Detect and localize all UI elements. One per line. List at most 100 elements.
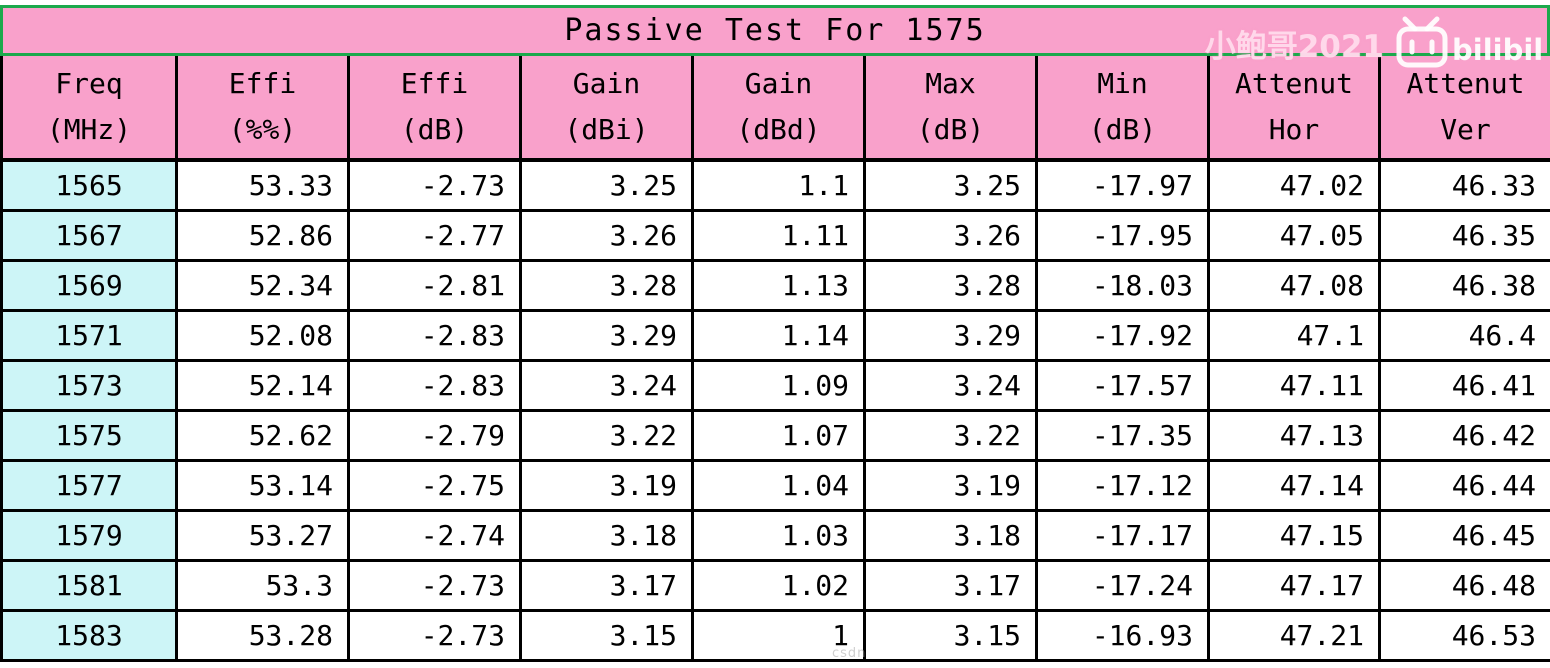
value-cell: 46.44 bbox=[1378, 458, 1550, 512]
value-cell: 3.22 bbox=[863, 408, 1038, 462]
column-header-name: Freq bbox=[55, 67, 123, 100]
value-cell: -2.79 bbox=[347, 408, 522, 462]
value-cell: -17.17 bbox=[1035, 508, 1210, 562]
value-cell: 3.19 bbox=[863, 458, 1038, 512]
value-cell: 3.24 bbox=[519, 358, 694, 412]
value-cell: -2.73 bbox=[347, 158, 522, 212]
value-cell: 46.41 bbox=[1378, 358, 1550, 412]
value-cell: 53.14 bbox=[175, 458, 350, 512]
column-header: Effi (%%) bbox=[175, 56, 350, 162]
value-cell: 3.28 bbox=[519, 258, 694, 312]
value-cell: -2.77 bbox=[347, 208, 522, 262]
column-header-name: Gain bbox=[744, 67, 813, 100]
column-header-name: Attenut bbox=[1406, 67, 1525, 100]
table-row: 1571 52.08 -2.83 3.29 1.14 3.29 -17.92 47.1 46.4 bbox=[0, 308, 1550, 362]
value-cell: 52.14 bbox=[175, 358, 350, 412]
freq-cell: 1573 bbox=[0, 358, 178, 412]
value-cell: 1.03 bbox=[691, 508, 866, 562]
table-row: 1581 53.3 -2.73 3.17 1.02 3.17 -17.24 47.17 46.4… bbox=[0, 558, 1550, 612]
header-row: Freq (MHz) Effi (%%) Effi (dB) Gain (dBi) Gain (d… bbox=[0, 56, 1550, 162]
column-header: Gain (dBi) bbox=[519, 56, 694, 162]
value-cell: 47.14 bbox=[1207, 458, 1381, 512]
value-cell: 46.4 bbox=[1378, 308, 1550, 362]
column-header: Max (dB) bbox=[863, 56, 1038, 162]
column-header-unit: Ver bbox=[1440, 113, 1491, 146]
value-cell: 47.11 bbox=[1207, 358, 1381, 412]
value-cell: 47.1 bbox=[1207, 308, 1381, 362]
freq-cell: 1571 bbox=[0, 308, 178, 362]
value-cell: 1.14 bbox=[691, 308, 866, 362]
freq-cell: 1577 bbox=[0, 458, 178, 512]
table-row: 1575 52.62 -2.79 3.22 1.07 3.22 -17.35 47.13 46.… bbox=[0, 408, 1550, 462]
value-cell: 3.15 bbox=[863, 608, 1038, 662]
value-cell: -2.73 bbox=[347, 558, 522, 612]
value-cell: 1.11 bbox=[691, 208, 866, 262]
table-row: 1565 53.33 -2.73 3.25 1.1 3.25 -17.97 47.02 46.3… bbox=[0, 158, 1550, 212]
column-header: Attenut Ver bbox=[1378, 56, 1550, 162]
value-cell: 3.22 bbox=[519, 408, 694, 462]
value-cell: 46.45 bbox=[1378, 508, 1550, 562]
column-header-unit: (MHz) bbox=[46, 113, 132, 146]
value-cell: 46.48 bbox=[1378, 558, 1550, 612]
table-title: Passive Test For 1575 bbox=[0, 5, 1550, 56]
column-header-unit: (%%) bbox=[228, 113, 297, 146]
column-header-name: Effi bbox=[400, 67, 469, 100]
freq-cell: 1569 bbox=[0, 258, 178, 312]
column-header-unit: (dB) bbox=[1088, 113, 1157, 146]
column-header-unit: Hor bbox=[1268, 113, 1320, 146]
value-cell: 53.3 bbox=[175, 558, 350, 612]
value-cell: 47.13 bbox=[1207, 408, 1381, 462]
column-header-unit: (dBi) bbox=[564, 113, 649, 146]
value-cell: 53.28 bbox=[175, 608, 350, 662]
value-cell: -2.74 bbox=[347, 508, 522, 562]
column-header: Freq (MHz) bbox=[0, 56, 178, 162]
table-row: 1573 52.14 -2.83 3.24 1.09 3.24 -17.57 47.11 46.… bbox=[0, 358, 1550, 412]
value-cell: 47.05 bbox=[1207, 208, 1381, 262]
value-cell: 3.24 bbox=[863, 358, 1038, 412]
column-header: Min (dB) bbox=[1035, 56, 1210, 162]
value-cell: 3.18 bbox=[519, 508, 694, 562]
value-cell: 3.18 bbox=[863, 508, 1038, 562]
value-cell: -16.93 bbox=[1035, 608, 1210, 662]
value-cell: 53.27 bbox=[175, 508, 350, 562]
value-cell: 3.17 bbox=[519, 558, 694, 612]
value-cell: -18.03 bbox=[1035, 258, 1210, 312]
column-header: Attenut Hor bbox=[1207, 56, 1381, 162]
value-cell: 52.62 bbox=[175, 408, 350, 462]
value-cell: -2.73 bbox=[347, 608, 522, 662]
freq-cell: 1575 bbox=[0, 408, 178, 462]
table-row: 1583 53.28 -2.73 3.15 1 3.15 -16.93 47.21 46.53 bbox=[0, 608, 1550, 662]
value-cell: 47.02 bbox=[1207, 158, 1381, 212]
value-cell: 3.25 bbox=[863, 158, 1038, 212]
value-cell: 46.35 bbox=[1378, 208, 1550, 262]
column-header-name: Max bbox=[925, 67, 976, 100]
value-cell: 3.26 bbox=[519, 208, 694, 262]
value-cell: -17.92 bbox=[1035, 308, 1210, 362]
value-cell: 1 bbox=[691, 608, 866, 662]
value-cell: -17.97 bbox=[1035, 158, 1210, 212]
value-cell: 3.29 bbox=[519, 308, 694, 362]
table-row: 1577 53.14 -2.75 3.19 1.04 3.19 -17.12 47.14 46.… bbox=[0, 458, 1550, 512]
value-cell: 3.15 bbox=[519, 608, 694, 662]
value-cell: 1.07 bbox=[691, 408, 866, 462]
value-cell: 1.09 bbox=[691, 358, 866, 412]
value-cell: 1.04 bbox=[691, 458, 866, 512]
value-cell: 52.34 bbox=[175, 258, 350, 312]
column-header-unit: (dBd) bbox=[736, 113, 821, 146]
value-cell: 47.08 bbox=[1207, 258, 1381, 312]
value-cell: 3.28 bbox=[863, 258, 1038, 312]
value-cell: 1.13 bbox=[691, 258, 866, 312]
table-row: 1567 52.86 -2.77 3.26 1.11 3.26 -17.95 47.05 46.… bbox=[0, 208, 1550, 262]
column-header: Gain (dBd) bbox=[691, 56, 866, 162]
value-cell: -17.12 bbox=[1035, 458, 1210, 512]
value-cell: -17.95 bbox=[1035, 208, 1210, 262]
value-cell: 1.1 bbox=[691, 158, 866, 212]
value-cell: 47.17 bbox=[1207, 558, 1381, 612]
value-cell: 53.33 bbox=[175, 158, 350, 212]
value-cell: -2.75 bbox=[347, 458, 522, 512]
table-row: 1569 52.34 -2.81 3.28 1.13 3.28 -18.03 47.08 46.… bbox=[0, 258, 1550, 312]
value-cell: -2.83 bbox=[347, 358, 522, 412]
value-cell: -2.83 bbox=[347, 308, 522, 362]
freq-cell: 1579 bbox=[0, 508, 178, 562]
